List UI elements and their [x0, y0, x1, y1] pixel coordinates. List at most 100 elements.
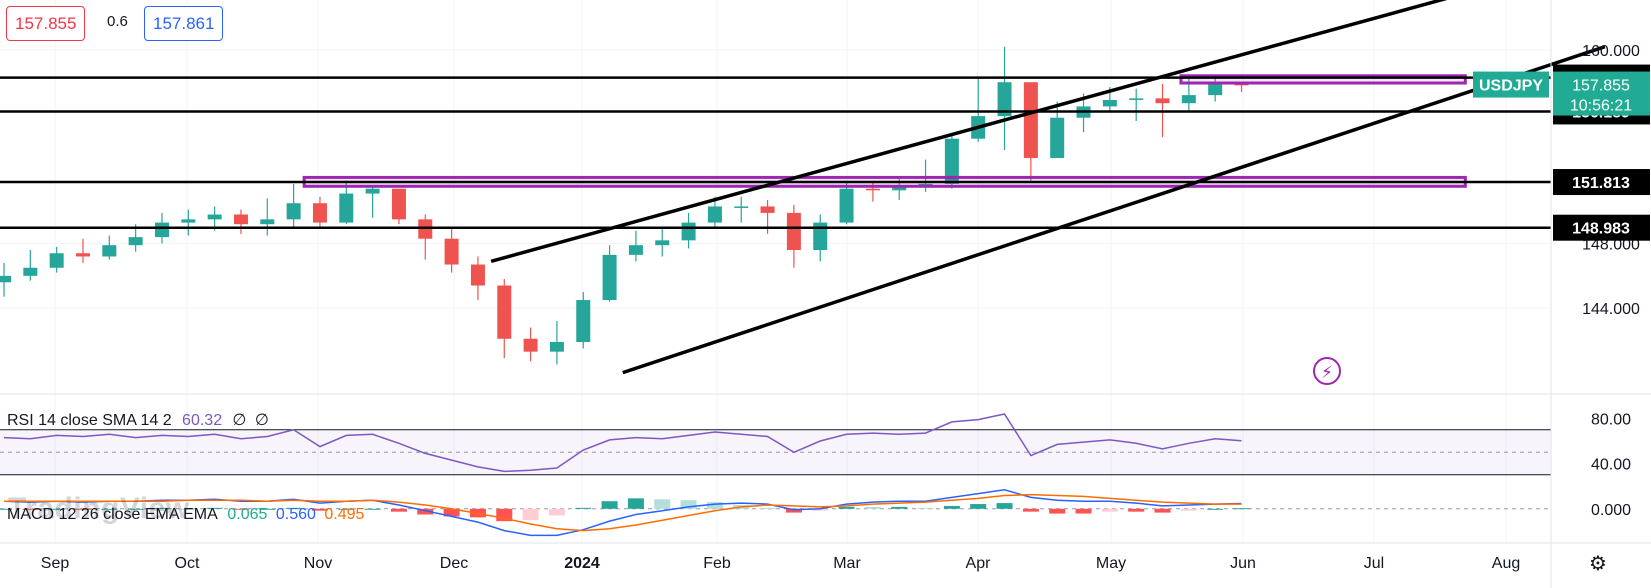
time-tick-label: Oct: [175, 555, 200, 572]
price-tick-label: 144.000: [1582, 301, 1640, 318]
macd-histogram-bar: [1128, 508, 1145, 512]
trend-channel[interactable]: [490, 0, 1606, 375]
candle: [49, 246, 64, 273]
rsi-placeholder-1: ∅: [232, 412, 247, 429]
macd-histogram-bar: [970, 504, 987, 509]
trend-line[interactable]: [622, 45, 1606, 375]
price-zones[interactable]: [302, 74, 1467, 188]
candle-body: [944, 138, 959, 184]
candle: [971, 77, 986, 142]
settings-gear-icon[interactable]: ⚙: [1589, 553, 1607, 575]
candle: [523, 327, 538, 362]
candle-body: [418, 219, 433, 239]
rsi-legend[interactable]: RSI 14 close SMA 14 2 60.32 ∅ ∅: [7, 410, 269, 430]
price-axis[interactable]: 160.000 148.000 144.000 80.00 40.00 0.000: [1582, 43, 1640, 519]
candle-body: [128, 237, 143, 246]
macd-histogram-bar: [1022, 508, 1039, 512]
last-price-label: 157.855: [1572, 78, 1630, 95]
macd-histogram-bar: [996, 503, 1013, 509]
candle: [260, 198, 275, 236]
candle-body: [0, 275, 11, 283]
macd-histogram-bar: [759, 507, 776, 509]
candle-body: [1023, 82, 1038, 159]
candle-body: [444, 238, 459, 265]
macd-histogram-bar: [812, 508, 829, 511]
candle: [418, 214, 433, 260]
candle: [470, 256, 485, 301]
time-tick-label: 2024: [564, 555, 600, 572]
price-tick-label: 148.000: [1582, 237, 1640, 254]
macd-histogram-bar: [48, 508, 65, 510]
last-price-badge: [1553, 71, 1650, 116]
candle: [391, 188, 406, 225]
macd-signal-value: 0.495: [324, 506, 365, 523]
candle: [1023, 82, 1038, 181]
lightning-icon[interactable]: ⚡: [1313, 357, 1341, 385]
macd-histogram-bar: [153, 507, 170, 509]
candle-body: [23, 267, 38, 276]
time-axis[interactable]: Sep Oct Nov Dec 2024 Feb Mar Apr May Jun Jul Aug: [41, 555, 1520, 572]
macd-histogram-bar: [943, 505, 960, 509]
macd-histogram-bar: [1154, 508, 1171, 513]
rsi-legend-ma-type: SMA: [102, 412, 136, 429]
macd-histogram-bar: [891, 506, 908, 509]
macd-histogram-bar: [522, 508, 539, 521]
indicator-lines: [3, 413, 1242, 537]
macd-histogram-bar: [706, 502, 723, 509]
macd-histogram-bar: [1101, 508, 1118, 512]
candle-body: [75, 253, 90, 257]
time-tick-label: Sep: [41, 555, 70, 572]
candle: [549, 321, 564, 365]
time-tick-label: Mar: [833, 555, 861, 572]
macd-histogram-bar: [838, 506, 855, 509]
candle: [1208, 77, 1223, 102]
level-price-badge: [1553, 169, 1650, 196]
time-tick-label: Dec: [440, 555, 468, 572]
sell-price-button[interactable]: 157.855: [6, 6, 86, 41]
horizontal-levels[interactable]: [0, 76, 1551, 229]
time-tick-label: Nov: [304, 555, 332, 572]
macd-histogram-bar: [22, 508, 39, 510]
macd-histogram-bar: [443, 508, 460, 517]
time-tick-label: Aug: [1492, 555, 1520, 572]
macd-histogram-bar: [1233, 508, 1250, 510]
rsi-legend-bb: 2: [162, 412, 172, 429]
macd-tick-label: 0.000: [1591, 502, 1631, 519]
macd-line: [3, 489, 1242, 537]
macd-histogram-bar: [127, 508, 144, 510]
macd-legend-signal-ma: EMA: [183, 506, 217, 523]
time-tick-label: Jul: [1364, 555, 1384, 572]
candle-body: [628, 245, 643, 255]
macd-histogram: [0, 498, 1551, 522]
macd-histogram-bar: [0, 508, 12, 510]
macd-histogram-bar: [680, 500, 697, 509]
candle: [1129, 88, 1144, 121]
candle-body: [1155, 98, 1170, 104]
rsi-legend-ma-length: 14: [140, 412, 159, 429]
candle-body: [233, 214, 248, 225]
resistance-zone[interactable]: [1179, 74, 1467, 85]
macd-histogram-bar: [601, 501, 618, 509]
candle: [734, 196, 749, 223]
symbol-label: USDJPY: [1479, 78, 1543, 95]
candle-body: [523, 338, 538, 352]
candle: [576, 291, 591, 349]
buy-price-button[interactable]: 157.861: [144, 6, 224, 41]
candle: [497, 279, 512, 359]
time-tick-label: Jun: [1230, 555, 1256, 572]
candle: [312, 196, 327, 230]
candle-body: [49, 253, 64, 268]
level-price-label: 151.813: [1572, 175, 1630, 192]
candle-body: [813, 222, 828, 251]
candle-body: [576, 300, 591, 342]
macd-legend[interactable]: MACD 12 26 close EMA EMA 0.065 0.560 0.4…: [7, 506, 364, 524]
trend-line[interactable]: [490, 0, 1448, 263]
macd-histogram-bar: [259, 508, 276, 510]
rsi-placeholder-2: ∅: [254, 412, 269, 429]
macd-histogram-bar: [1075, 508, 1092, 514]
candle: [444, 229, 459, 273]
rsi-value: 60.32: [182, 412, 223, 429]
candle-body: [760, 206, 775, 213]
